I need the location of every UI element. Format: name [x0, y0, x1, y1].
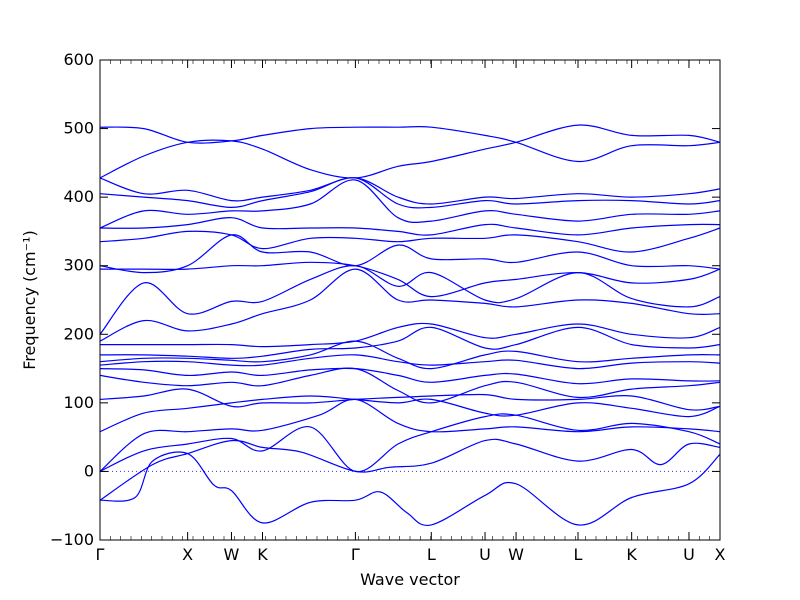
y-tick-label: 0: [84, 461, 94, 480]
y-tick-label: 100: [63, 393, 94, 412]
x-tick-label: Γ: [351, 545, 360, 564]
band-line-6: [99, 388, 721, 411]
y-tick-label: 400: [63, 187, 94, 206]
x-tick-label: K: [257, 545, 268, 564]
x-tick-label: L: [574, 545, 583, 564]
band-line-10: [99, 340, 721, 370]
y-axis-label: Frequency (cm⁻¹): [20, 230, 39, 369]
band-line-3: [99, 413, 721, 473]
x-tick-label: W: [508, 545, 524, 564]
plot-frame: [99, 59, 721, 541]
band-line-23: [99, 125, 721, 163]
band-line-14: [99, 265, 721, 335]
x-tick-label: X: [715, 545, 726, 564]
plot-area: [99, 59, 721, 541]
band-line-21: [99, 177, 721, 205]
x-tick-label: U: [479, 545, 491, 564]
y-tick-label: 200: [63, 324, 94, 343]
band-line-4: [99, 398, 721, 472]
band-line-18: [99, 217, 721, 236]
band-line-1: [99, 451, 721, 527]
band-line-11: [99, 326, 721, 359]
band-line-2: [99, 438, 721, 501]
x-tick-label: L: [427, 545, 436, 564]
y-tick-label: 300: [63, 256, 94, 275]
band-line-17: [99, 227, 721, 253]
x-tick-label: U: [683, 545, 695, 564]
x-tick-label: X: [182, 545, 193, 564]
y-tick-label: 600: [63, 50, 94, 69]
band-line-16: [99, 234, 721, 274]
y-tick-label: −100: [50, 530, 94, 549]
x-axis-label: Wave vector: [360, 570, 460, 589]
y-axis-ticks: −100 0 100 200 300 400 500 600: [50, 50, 720, 549]
band-line-22: [99, 124, 721, 179]
band-line-9: [99, 354, 721, 370]
band-line-13: [99, 268, 721, 342]
band-line-5: [99, 395, 721, 433]
band-line-15: [100, 261, 721, 298]
x-tick-label: Γ: [96, 545, 105, 564]
band-line-7: [99, 367, 721, 404]
x-tick-label: K: [626, 545, 637, 564]
x-tick-label: W: [224, 545, 240, 564]
band-line-12: [100, 322, 721, 348]
band-line-19: [99, 179, 721, 229]
y-tick-label: 500: [63, 119, 94, 138]
band-line-20: [99, 177, 721, 209]
band-line-8: [99, 367, 721, 385]
